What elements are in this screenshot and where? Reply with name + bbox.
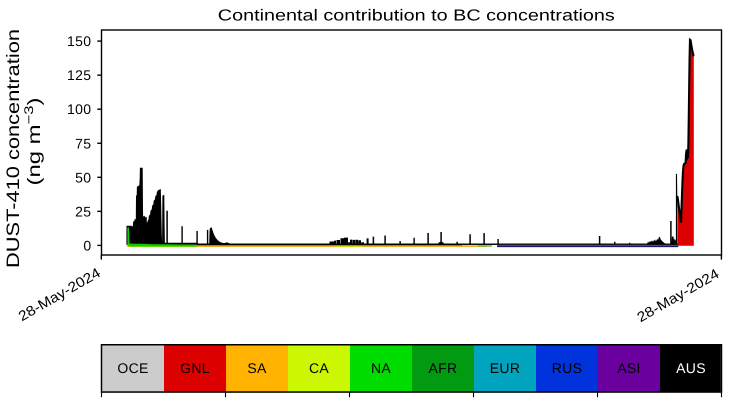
svg-text:NA: NA — [371, 360, 391, 376]
svg-text:ASI: ASI — [617, 360, 640, 376]
svg-text:GNL: GNL — [180, 360, 210, 376]
svg-text:RUS: RUS — [552, 360, 582, 376]
svg-text:50: 50 — [75, 169, 91, 185]
svg-text:AFR: AFR — [429, 360, 458, 376]
svg-text:100: 100 — [67, 101, 92, 117]
svg-text:75: 75 — [75, 135, 91, 151]
svg-text:DUST-410 concentration: DUST-410 concentration — [3, 29, 23, 268]
svg-text:25: 25 — [75, 203, 91, 219]
svg-text:EUR: EUR — [490, 360, 520, 376]
svg-text:125: 125 — [67, 67, 92, 83]
svg-text:0: 0 — [83, 237, 91, 253]
svg-text:150: 150 — [67, 33, 92, 49]
svg-text:Continental contribution to BC: Continental contribution to BC concentra… — [218, 7, 615, 24]
svg-text:AUS: AUS — [676, 360, 706, 376]
svg-text:CA: CA — [309, 360, 329, 376]
svg-text:SA: SA — [247, 360, 267, 376]
svg-text:OCE: OCE — [117, 360, 148, 376]
